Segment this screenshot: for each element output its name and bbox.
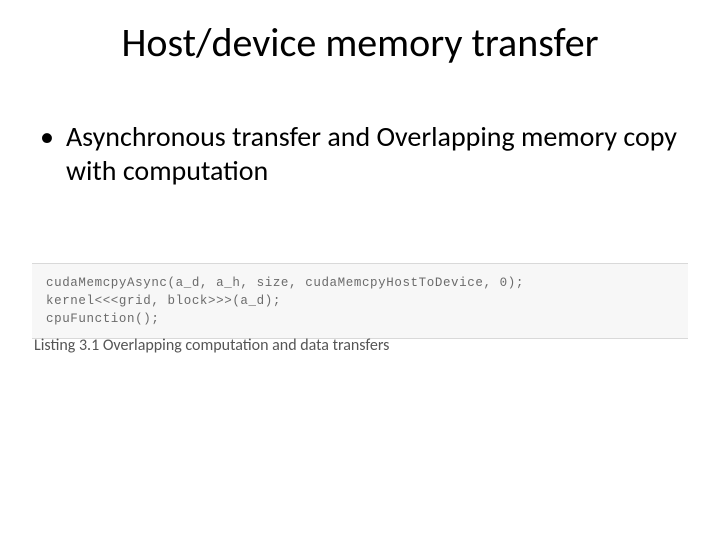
- bullet-marker: •: [40, 120, 54, 154]
- listing-caption: Listing 3.1 Overlapping computation and …: [34, 336, 389, 355]
- bullet-item: • Asynchronous transfer and Overlapping …: [40, 120, 680, 188]
- code-line-3: cpuFunction();: [46, 312, 159, 326]
- slide: Host/device memory transfer • Asynchrono…: [0, 0, 720, 540]
- bullet-text: Asynchronous transfer and Overlapping me…: [66, 120, 680, 188]
- slide-title: Host/device memory transfer: [0, 18, 720, 67]
- slide-body: • Asynchronous transfer and Overlapping …: [40, 120, 680, 188]
- code-line-2: kernel<<<grid, block>>>(a_d);: [46, 294, 281, 308]
- code-listing: cudaMemcpyAsync(a_d, a_h, size, cudaMemc…: [32, 263, 688, 339]
- code-line-1: cudaMemcpyAsync(a_d, a_h, size, cudaMemc…: [46, 276, 524, 290]
